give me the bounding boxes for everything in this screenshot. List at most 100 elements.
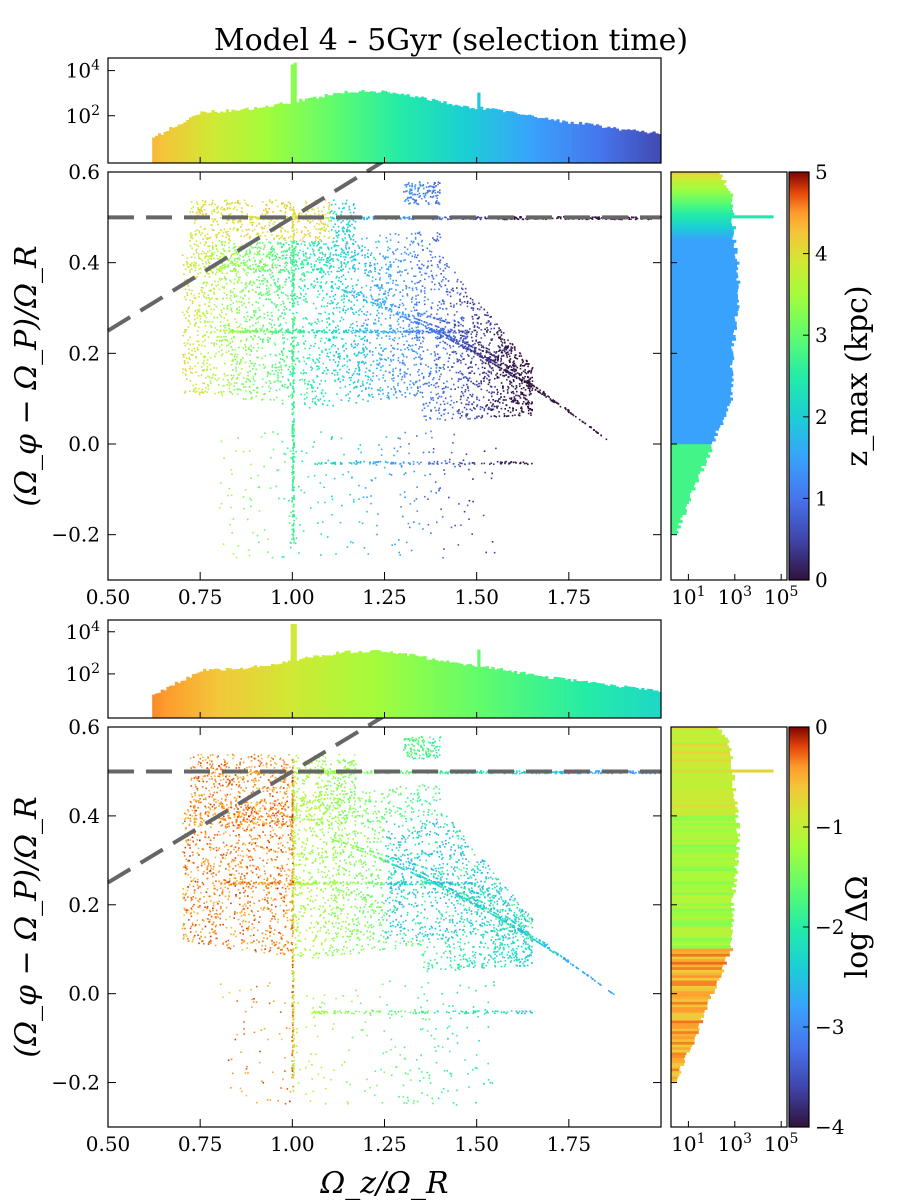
data-point	[280, 364, 282, 367]
data-point	[382, 349, 384, 352]
data-point	[368, 216, 370, 219]
data-point	[505, 399, 507, 401]
data-point	[288, 395, 290, 398]
data-point	[334, 283, 337, 285]
data-point	[209, 298, 211, 301]
data-point	[392, 347, 394, 349]
data-point	[459, 338, 462, 340]
data-point	[425, 415, 427, 417]
data-point	[430, 324, 433, 326]
data-point	[456, 311, 458, 313]
data-point	[333, 298, 336, 301]
data-point	[291, 351, 293, 354]
data-point	[472, 355, 475, 358]
data-point	[364, 361, 367, 364]
data-point	[361, 249, 364, 251]
data-point	[297, 343, 300, 346]
data-point	[237, 388, 239, 391]
data-point	[366, 353, 369, 356]
data-point	[289, 350, 291, 352]
data-point	[320, 330, 323, 332]
data-point	[263, 277, 265, 280]
data-point	[284, 211, 287, 213]
data-point	[239, 323, 242, 326]
data-point	[188, 320, 190, 323]
data-point	[208, 204, 211, 206]
data-point	[264, 333, 266, 335]
data-point	[341, 375, 344, 377]
data-point	[213, 308, 215, 311]
data-point	[529, 377, 532, 380]
data-point	[448, 357, 450, 359]
data-point	[265, 330, 268, 332]
data-point	[344, 278, 347, 280]
data-point	[386, 268, 388, 270]
data-point	[354, 290, 356, 293]
data-point	[482, 345, 484, 347]
data-point	[446, 263, 448, 265]
data-point	[296, 265, 299, 267]
data-point	[257, 336, 260, 339]
data-point	[346, 295, 348, 297]
data-point	[270, 251, 273, 253]
data-point	[369, 331, 372, 334]
data-point	[292, 230, 294, 232]
data-point	[467, 403, 469, 406]
data-point	[316, 296, 319, 298]
data-point	[208, 301, 211, 303]
data-point	[243, 199, 246, 202]
data-point	[211, 271, 214, 273]
data-point	[189, 263, 191, 266]
data-point	[496, 332, 498, 334]
data-point	[224, 250, 226, 252]
data-point	[276, 304, 279, 306]
data-point	[210, 342, 213, 344]
data-point	[457, 380, 460, 382]
data-point	[249, 217, 251, 220]
data-point	[319, 232, 322, 234]
data-point	[429, 372, 432, 375]
data-point	[440, 336, 443, 339]
data-point	[280, 369, 283, 371]
data-point	[337, 348, 339, 350]
data-point	[234, 293, 236, 296]
data-point	[361, 380, 364, 383]
data-point	[415, 330, 417, 333]
data-point	[348, 208, 351, 211]
data-point	[362, 384, 364, 387]
data-point	[240, 301, 243, 303]
data-point	[305, 213, 307, 216]
data-point	[491, 338, 493, 340]
data-point	[449, 395, 452, 398]
data-point	[448, 331, 451, 334]
data-point	[205, 297, 208, 300]
data-point	[355, 386, 358, 389]
data-point	[316, 245, 318, 247]
data-point	[342, 207, 344, 210]
data-point	[527, 387, 530, 389]
data-point	[447, 218, 449, 221]
data-point	[460, 355, 463, 358]
data-point	[207, 352, 209, 354]
data-point	[203, 244, 206, 246]
data-point	[240, 358, 242, 361]
data-point	[284, 257, 287, 260]
data-point	[291, 350, 293, 352]
data-point	[276, 290, 278, 293]
data-point	[505, 345, 507, 347]
data-point	[357, 244, 359, 247]
data-point	[388, 273, 390, 276]
data-point	[362, 343, 365, 346]
data-point	[277, 243, 279, 246]
data-point	[365, 284, 368, 287]
data-point	[255, 395, 257, 398]
data-point	[399, 274, 402, 277]
data-point	[446, 293, 449, 296]
data-point	[319, 261, 321, 264]
data-point	[410, 321, 412, 323]
data-point	[387, 294, 390, 297]
data-point	[445, 318, 447, 321]
data-point	[354, 220, 357, 223]
data-point	[510, 348, 512, 350]
data-point	[418, 231, 421, 234]
